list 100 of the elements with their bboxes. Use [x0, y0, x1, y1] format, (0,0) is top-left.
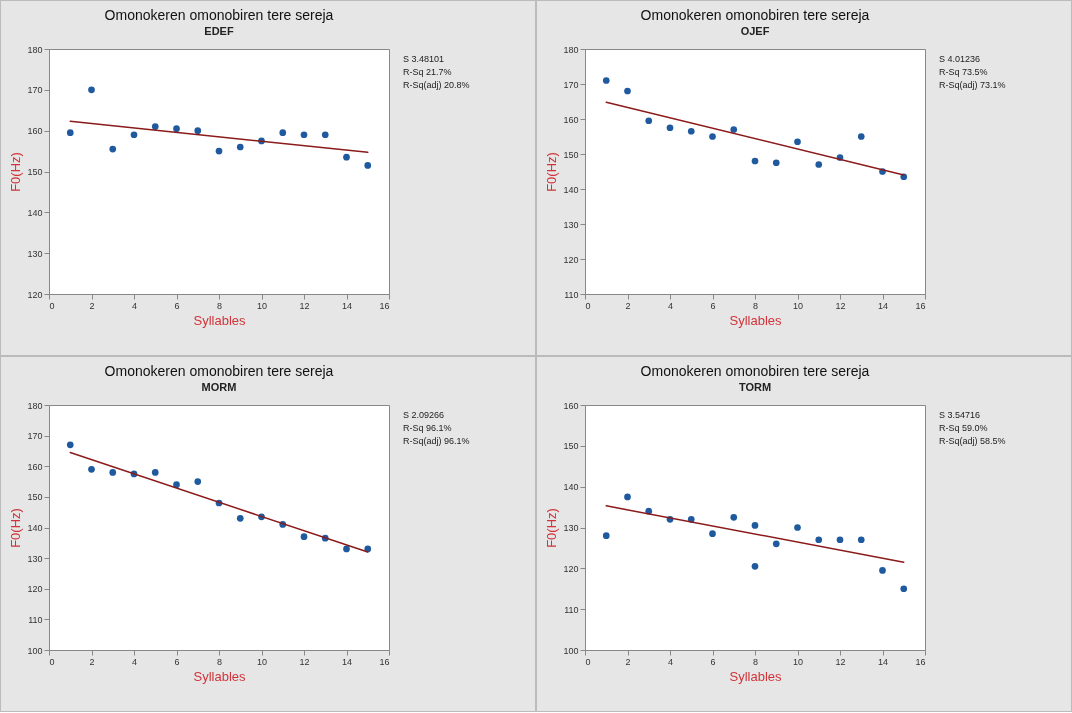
y-tick-label: 120 [27, 584, 43, 595]
y-tick-label: 170 [563, 79, 579, 90]
x-tick-label: 8 [216, 300, 223, 311]
point [602, 532, 610, 540]
y-tick-label: 140 [563, 184, 579, 195]
point [794, 138, 801, 146]
x-tick-label: 14 [877, 300, 889, 311]
x-tick-label: 12 [299, 656, 310, 667]
point [645, 117, 653, 125]
point [343, 153, 350, 161]
y-tick-label: 110 [564, 604, 579, 615]
point [709, 133, 716, 140]
point [751, 562, 759, 570]
text: S 3.48101 [403, 54, 445, 64]
y-tick-label: 130 [563, 219, 579, 230]
y-axis-title: F0(Hz) [544, 508, 560, 548]
point [343, 545, 350, 553]
point [730, 513, 738, 521]
point [88, 465, 95, 473]
text: R-Sq 73.5% [939, 67, 988, 77]
x-tick-label: 0 [585, 656, 591, 667]
text: R-Sq 59.0% [939, 423, 988, 433]
text: R-Sq 96.1% [403, 423, 452, 433]
y-tick-label: 180 [27, 400, 43, 411]
x-tick-label: 10 [792, 300, 804, 311]
x-tick-label: 4 [131, 300, 138, 311]
x-tick-label: 14 [877, 656, 889, 667]
y-tick-label: 150 [563, 149, 579, 160]
point [66, 129, 74, 137]
y-tick-label: 150 [27, 492, 43, 503]
y-tick-label: 130 [27, 248, 43, 259]
y-tick-label: 140 [27, 523, 43, 533]
text: R-Sq(adj) 20.8% [403, 80, 470, 90]
point [236, 143, 244, 151]
y-tick-label: 130 [27, 553, 43, 564]
point [300, 533, 308, 541]
point [215, 147, 223, 155]
text: R-Sq(adj) 58.5% [939, 436, 1006, 446]
y-tick-label: 160 [563, 400, 579, 411]
y-tick-label: 120 [563, 563, 579, 574]
point [66, 441, 74, 449]
point [88, 86, 95, 94]
x-tick-label: 6 [710, 656, 716, 667]
x-tick-label: 0 [585, 300, 591, 311]
point [602, 77, 610, 84]
point [279, 129, 287, 137]
y-tick-label: 170 [27, 431, 43, 442]
point [709, 530, 716, 537]
point [666, 124, 674, 132]
x-tick-label: 10 [256, 300, 268, 311]
y-axis-title: F0(Hz) [8, 152, 24, 192]
y-tick-label: 110 [28, 614, 43, 625]
y-tick-label: 120 [27, 289, 43, 300]
point [151, 123, 159, 130]
point [772, 159, 780, 167]
x-tick-label: 2 [89, 656, 95, 667]
y-tick-label: 120 [563, 254, 579, 265]
point [879, 567, 886, 574]
y-tick-label: 180 [563, 44, 579, 55]
x-tick-label: 16 [915, 300, 926, 311]
y-tick-label: 170 [27, 85, 43, 96]
x-tick-label: 10 [256, 656, 268, 667]
chart-subtitle: TORM [738, 381, 772, 393]
x-tick-label: 12 [299, 300, 310, 311]
point [730, 126, 738, 133]
chart-title: Omonokeren omonobiren tere sereja [104, 363, 334, 379]
x-tick-label: 6 [710, 300, 716, 311]
point [857, 133, 865, 140]
point [109, 145, 117, 153]
x-tick-label: 8 [216, 656, 223, 667]
x-tick-label: 2 [89, 300, 95, 311]
x-tick-label: 12 [835, 300, 846, 311]
point [624, 87, 631, 95]
y-tick-label: 130 [563, 523, 579, 533]
point [857, 536, 865, 544]
x-tick-label: 0 [49, 656, 55, 667]
point [194, 127, 202, 135]
y-tick-label: 140 [563, 482, 579, 493]
text: R-Sq(adj) 73.1% [939, 80, 1006, 90]
y-tick-label: 150 [27, 167, 43, 177]
text: R-Sq 21.7% [403, 67, 452, 77]
x-tick-label: 8 [752, 656, 759, 667]
chart-title: Omonokeren omonobiren tere sereja [104, 7, 334, 23]
point [687, 127, 695, 135]
point [321, 131, 329, 139]
point [151, 469, 159, 476]
point [751, 522, 759, 529]
y-tick-label: 150 [563, 441, 579, 452]
point [130, 131, 138, 139]
x-tick-label: 0 [49, 300, 55, 311]
text: S 3.54716 [939, 410, 981, 420]
text: R-Sq(adj) 96.1% [403, 436, 470, 446]
y-tick-label: 160 [563, 114, 579, 125]
y-tick-label: 140 [27, 207, 43, 218]
x-tick-label: 12 [835, 656, 846, 667]
x-axis-title: Syllables [193, 312, 247, 328]
point [300, 131, 308, 139]
y-tick-label: 160 [27, 126, 43, 137]
text: S 4.01236 [939, 54, 981, 64]
x-tick-label: 2 [625, 300, 631, 311]
